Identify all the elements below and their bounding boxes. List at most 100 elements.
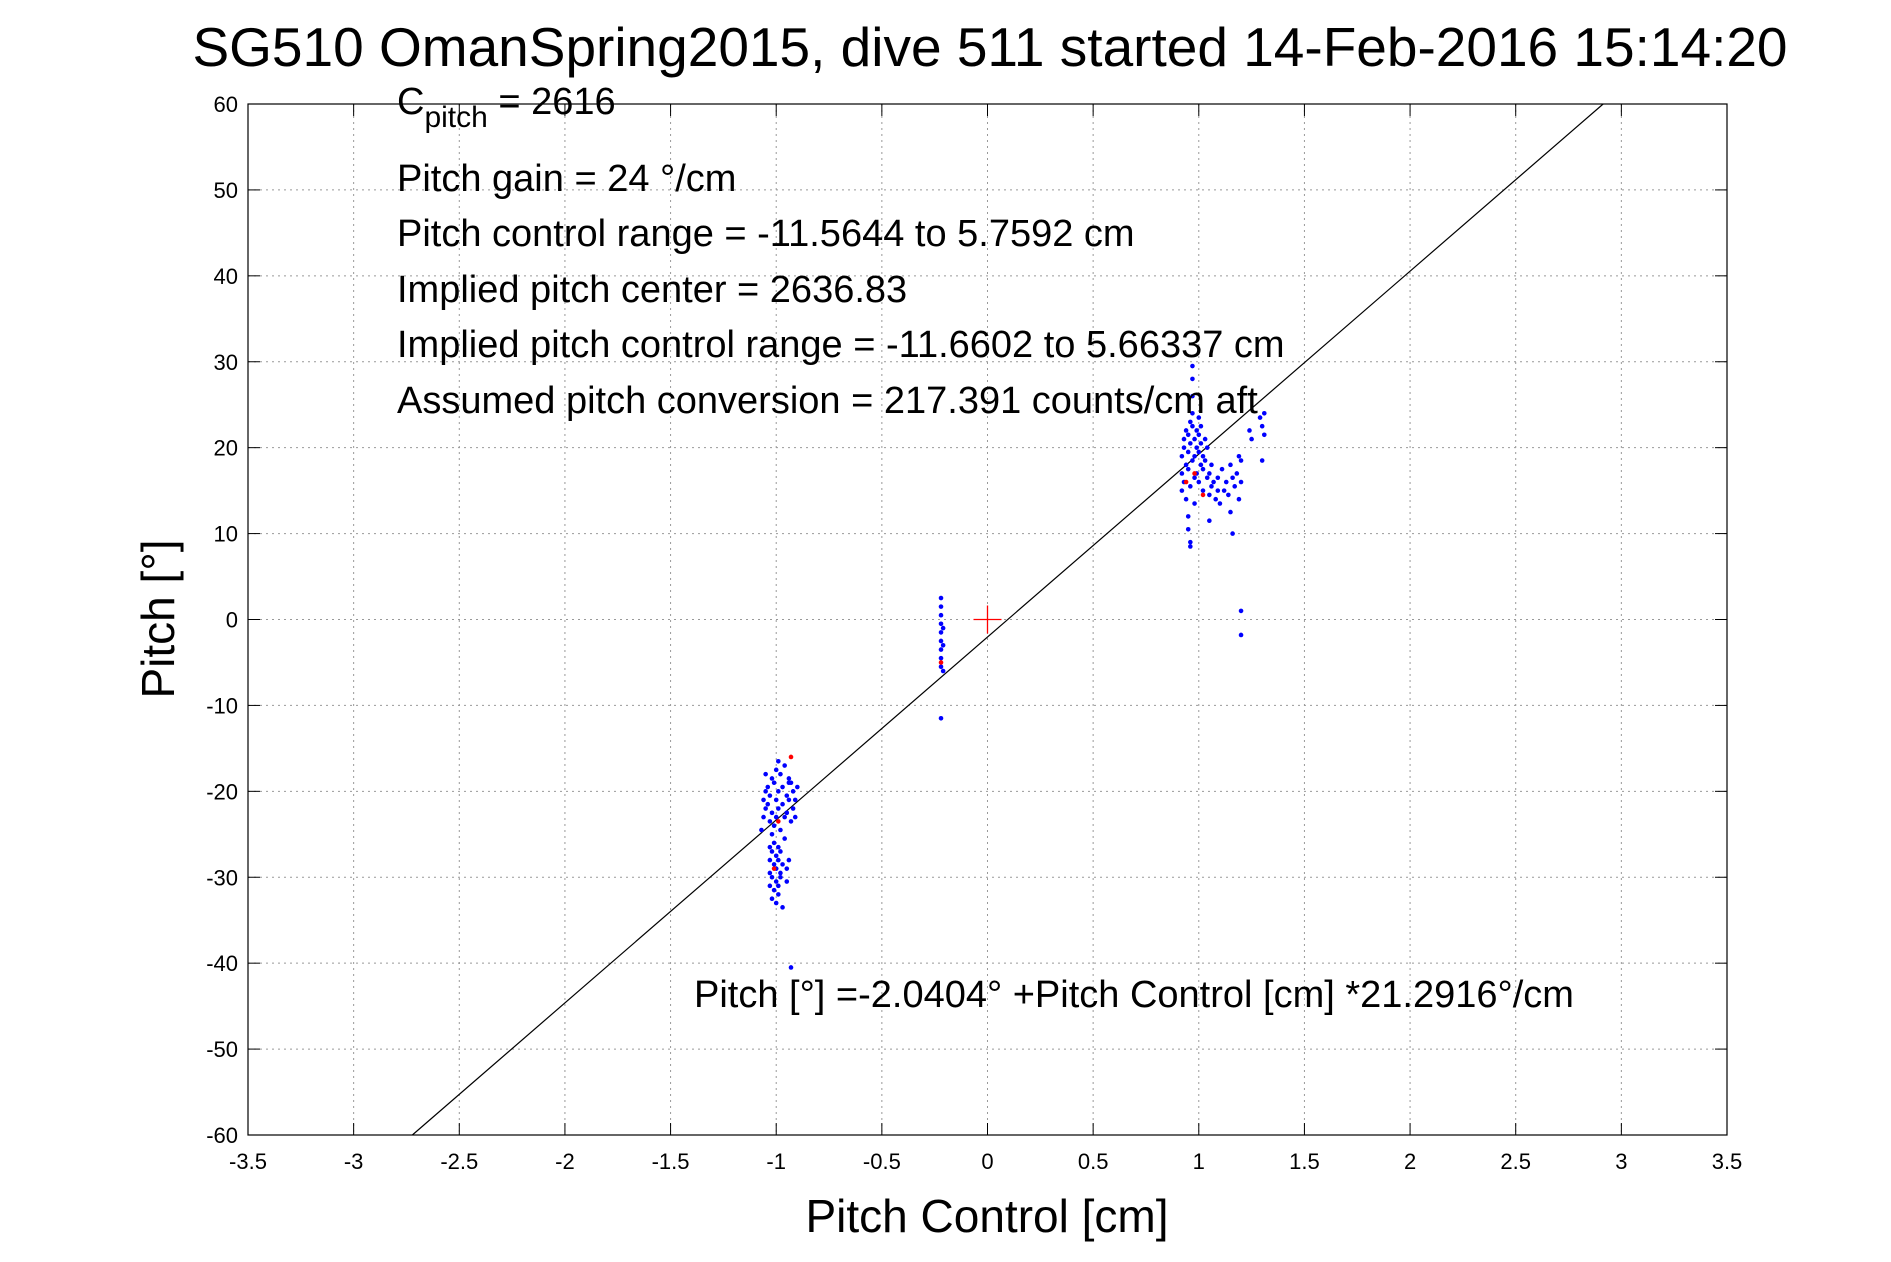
data-point — [1179, 453, 1185, 459]
data-point — [1238, 479, 1244, 485]
marker-layer — [973, 605, 1002, 634]
data-point — [765, 801, 771, 807]
data-point — [1196, 479, 1202, 485]
y-tick-label: -20 — [206, 779, 238, 804]
data-point — [771, 862, 777, 867]
data-point — [769, 874, 775, 880]
data-point — [776, 883, 781, 889]
x-tick-label: 1.5 — [1289, 1149, 1320, 1174]
data-point — [1183, 428, 1189, 433]
data-point — [940, 625, 946, 631]
data-point — [1247, 428, 1252, 433]
point-layer — [759, 363, 1267, 970]
data-point — [1236, 496, 1242, 502]
data-point — [1219, 466, 1225, 472]
data-point — [786, 797, 792, 803]
data-point — [767, 819, 773, 824]
data-point — [1209, 462, 1214, 468]
data-point — [1221, 488, 1227, 493]
data-point — [776, 844, 781, 850]
data-point — [938, 638, 944, 644]
data-point — [769, 831, 775, 837]
data-point — [1207, 471, 1212, 476]
data-point — [773, 814, 779, 820]
data-point — [773, 797, 779, 803]
data-point — [938, 655, 944, 661]
data-point — [1198, 462, 1204, 468]
y-tick-label: 20 — [214, 436, 238, 461]
cpitch-subscript: pitch — [424, 101, 487, 134]
y-tick-label: -30 — [206, 865, 238, 890]
data-point — [778, 849, 783, 854]
data-point — [782, 814, 787, 820]
cpitch-symbol: C — [397, 81, 424, 123]
data-point — [778, 827, 783, 833]
pitch-gain-annotation: Pitch gain = 24 °/cm — [397, 158, 736, 200]
data-point — [792, 797, 798, 803]
data-point — [940, 642, 946, 648]
plot-frame — [247, 103, 1728, 1136]
data-point — [1238, 632, 1244, 638]
x-tick-label: -2.5 — [440, 1149, 478, 1174]
x-tick-label: -0.5 — [863, 1149, 901, 1174]
data-point — [771, 823, 777, 828]
data-point — [780, 905, 785, 910]
data-point — [769, 810, 775, 816]
data-point — [1259, 458, 1265, 463]
data-point — [1192, 436, 1197, 442]
cpitch-value: = 2616 — [488, 81, 616, 123]
x-tick-label: -2 — [555, 1149, 575, 1174]
data-point — [1204, 475, 1210, 481]
data-point — [769, 896, 775, 902]
data-point — [1196, 432, 1202, 438]
data-point — [767, 793, 773, 798]
data-point — [784, 879, 790, 884]
data-point — [763, 789, 768, 794]
data-point — [784, 793, 790, 798]
grid-layer — [248, 104, 1727, 1135]
control-range-annotation: Pitch control range = -11.5644 to 5.7592… — [397, 213, 1135, 255]
data-point — [1188, 441, 1193, 446]
data-point — [782, 836, 787, 841]
y-tick-label: -50 — [206, 1037, 238, 1062]
data-point — [773, 879, 779, 884]
x-tick-label: 2 — [1404, 1149, 1416, 1174]
data-point — [1188, 539, 1193, 545]
data-point — [761, 797, 766, 803]
data-point — [1215, 475, 1221, 481]
data-point — [1185, 432, 1191, 438]
data-point — [1200, 488, 1206, 493]
data-point — [1259, 423, 1265, 429]
data-point — [784, 810, 790, 816]
data-point — [759, 827, 764, 833]
data-point — [1185, 526, 1191, 532]
data-point — [1230, 475, 1235, 481]
data-point — [940, 668, 946, 674]
data-point — [776, 892, 781, 897]
data-point — [782, 763, 787, 768]
data-point — [1232, 484, 1238, 489]
outlier-point — [1192, 471, 1197, 476]
data-point — [767, 870, 773, 876]
data-point — [1181, 445, 1187, 450]
data-point — [1261, 432, 1267, 438]
outlier-point — [1183, 479, 1189, 485]
data-point — [788, 819, 794, 824]
data-point — [1185, 514, 1191, 519]
data-point — [771, 887, 777, 893]
data-point — [767, 883, 773, 889]
data-point — [1190, 393, 1195, 399]
y-tick-label: 50 — [214, 178, 238, 203]
data-point — [778, 771, 783, 777]
data-point — [1236, 453, 1242, 459]
chart-title: SG510 OmanSpring2015, dive 511 started 1… — [192, 16, 1787, 78]
data-point — [1234, 471, 1240, 476]
data-point — [1228, 509, 1233, 515]
data-point — [1213, 496, 1218, 502]
data-point — [938, 716, 944, 721]
data-point — [1228, 462, 1233, 468]
y-tick-label: -40 — [206, 951, 238, 976]
outlier-point — [938, 660, 944, 665]
